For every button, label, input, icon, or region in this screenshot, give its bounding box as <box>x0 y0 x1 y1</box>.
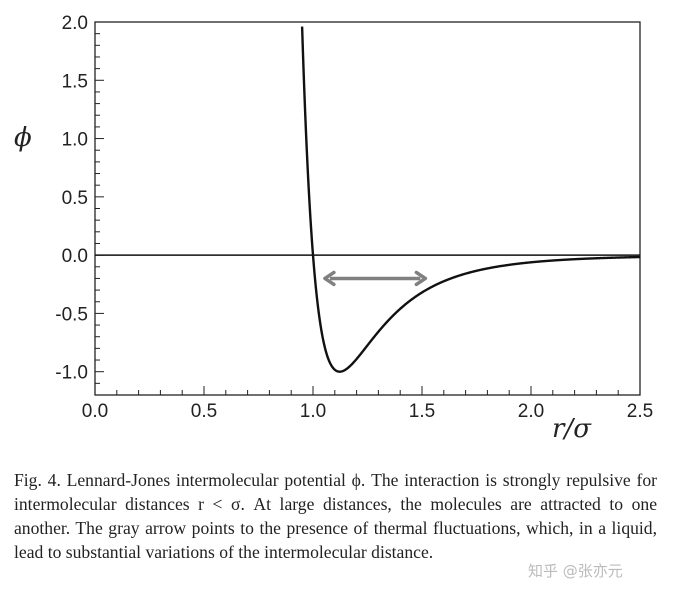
arrow-head-left <box>323 270 336 287</box>
x-tick-label: 1.5 <box>409 401 435 422</box>
y-axis-label: ϕ <box>14 123 32 153</box>
y-tick-label: 1.5 <box>62 71 88 92</box>
watermark: 知乎 @张亦元 <box>528 562 623 580</box>
x-tick-label: 2.0 <box>518 401 544 422</box>
x-axis-label: r/σ <box>552 414 592 444</box>
arrow-head-right <box>414 270 428 287</box>
y-tick-label: 0.5 <box>62 188 88 209</box>
x-tick-label: 2.5 <box>627 401 653 422</box>
x-tick-label: 0.0 <box>82 401 108 422</box>
figure-caption: Fig. 4. Lennard-Jones intermolecular pot… <box>14 470 657 562</box>
y-tick-label: 2.0 <box>62 13 88 34</box>
y-tick-label: 0.0 <box>62 246 88 267</box>
x-tick-label: 1.0 <box>300 401 326 422</box>
y-tick-label: -0.5 <box>55 304 88 325</box>
lennard-jones-chart: 0.0 0.5 1.0 1.5 2.0 2.5 2.0 1.5 1.0 0.5 0.0 -0.5 -1.… <box>14 13 653 444</box>
potential-curve <box>300 26 641 373</box>
y-tick-label: 1.0 <box>62 130 88 151</box>
x-tick-label: 0.5 <box>191 401 217 422</box>
y-tick-label: -1.0 <box>55 363 88 384</box>
plot-frame <box>94 21 641 396</box>
